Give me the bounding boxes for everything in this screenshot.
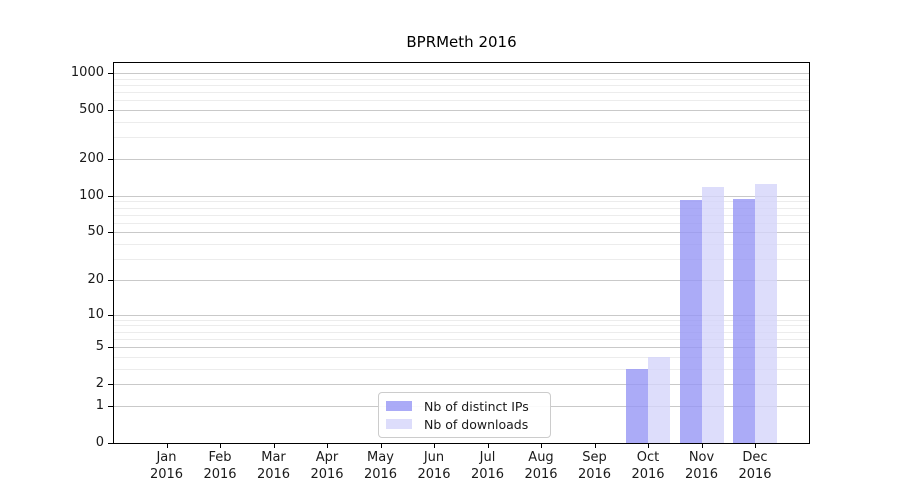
y-tick-label: 5 (95, 339, 104, 354)
x-tick-label: Jun 2016 (417, 450, 451, 482)
x-tick-mark (755, 444, 756, 448)
x-tick-mark (594, 444, 596, 448)
minor-gridline (114, 78, 809, 80)
legend-swatch-downloads-icon (386, 419, 412, 429)
x-tick-label: May 2016 (363, 450, 398, 482)
y-tick-mark (108, 314, 113, 316)
minor-gridline (114, 319, 809, 321)
minor-gridline (114, 122, 809, 123)
minor-gridline (114, 92, 809, 94)
legend-swatch-distinct-ips-icon (386, 401, 412, 411)
y-tick-mark (108, 110, 113, 112)
plot-area (113, 62, 810, 444)
y-tick-label: 500 (79, 102, 104, 118)
x-tick-label: Jul 2016 (470, 450, 505, 482)
minor-gridline (114, 325, 809, 327)
chart-title: BPRMeth 2016 (406, 33, 517, 51)
x-tick-label: Jan 2016 (149, 450, 184, 482)
minor-gridline (114, 338, 809, 340)
x-tick-mark (541, 444, 542, 448)
major-gridline (114, 314, 809, 316)
x-tick-mark (273, 444, 275, 448)
minor-gridline (114, 84, 809, 86)
major-gridline (114, 195, 809, 197)
minor-gridline (114, 331, 809, 333)
legend-label-distinct-ips: Nb of distinct IPs (424, 398, 529, 414)
bar-downloads (648, 356, 670, 443)
x-tick-label: Dec 2016 (738, 450, 772, 482)
x-tick-label: Aug 2016 (524, 450, 558, 482)
y-tick-mark (108, 159, 113, 160)
y-tick-label: 1000 (70, 65, 104, 80)
major-gridline (114, 73, 809, 74)
y-tick-label: 50 (87, 224, 104, 240)
x-tick-label: Feb 2016 (203, 450, 237, 482)
bar-distinct-ips (679, 200, 702, 443)
major-gridline (114, 279, 809, 281)
major-gridline (114, 384, 809, 386)
y-tick-mark (108, 405, 113, 407)
y-tick-label: 10 (87, 306, 104, 322)
x-tick-mark (701, 444, 703, 448)
y-tick-mark (108, 384, 113, 386)
y-tick-label: 100 (79, 187, 104, 203)
y-tick-mark (108, 279, 113, 281)
legend-item-downloads: Nb of downloads (386, 415, 542, 433)
minor-gridline (114, 244, 809, 246)
minor-gridline (114, 100, 809, 102)
minor-gridline (114, 259, 809, 261)
x-tick-mark (327, 444, 328, 448)
major-gridline (114, 159, 809, 160)
x-tick-label: Oct 2016 (631, 450, 665, 482)
x-tick-mark (434, 444, 435, 448)
x-tick-label: Sep 2016 (577, 450, 612, 482)
major-gridline (114, 347, 809, 348)
x-tick-mark (166, 444, 168, 448)
minor-gridline (114, 214, 809, 216)
bar-distinct-ips (733, 199, 755, 443)
minor-gridline (114, 137, 809, 139)
x-tick-label: Nov 2016 (684, 450, 719, 482)
y-tick-mark (108, 443, 113, 444)
x-tick-mark (648, 444, 649, 448)
y-tick-label: 20 (87, 271, 104, 287)
minor-gridline (114, 207, 809, 209)
y-tick-mark (108, 232, 113, 234)
x-tick-label: Mar 2016 (256, 450, 291, 482)
x-tick-mark (380, 444, 382, 448)
y-tick-label: 1 (95, 397, 104, 413)
y-tick-mark (108, 73, 113, 74)
y-tick-label: 2 (95, 376, 104, 392)
legend-item-distinct-ips: Nb of distinct IPs (386, 397, 542, 415)
minor-gridline (114, 356, 809, 358)
legend-label-downloads: Nb of downloads (424, 416, 529, 432)
bar-distinct-ips (626, 368, 648, 443)
legend: Nb of distinct IPs Nb of downloads (378, 392, 551, 438)
y-tick-mark (108, 347, 113, 348)
minor-gridline (114, 201, 809, 203)
y-tick-mark (108, 195, 113, 197)
minor-gridline (114, 368, 809, 370)
major-gridline (114, 232, 809, 234)
x-tick-mark (487, 444, 489, 448)
x-tick-label: Apr 2016 (310, 450, 344, 482)
y-tick-label: 200 (79, 151, 104, 166)
minor-gridline (114, 222, 809, 224)
y-tick-label: 0 (95, 435, 104, 450)
major-gridline (114, 110, 809, 112)
bar-downloads (701, 186, 724, 443)
x-tick-mark (220, 444, 221, 448)
bar-downloads (755, 184, 777, 443)
